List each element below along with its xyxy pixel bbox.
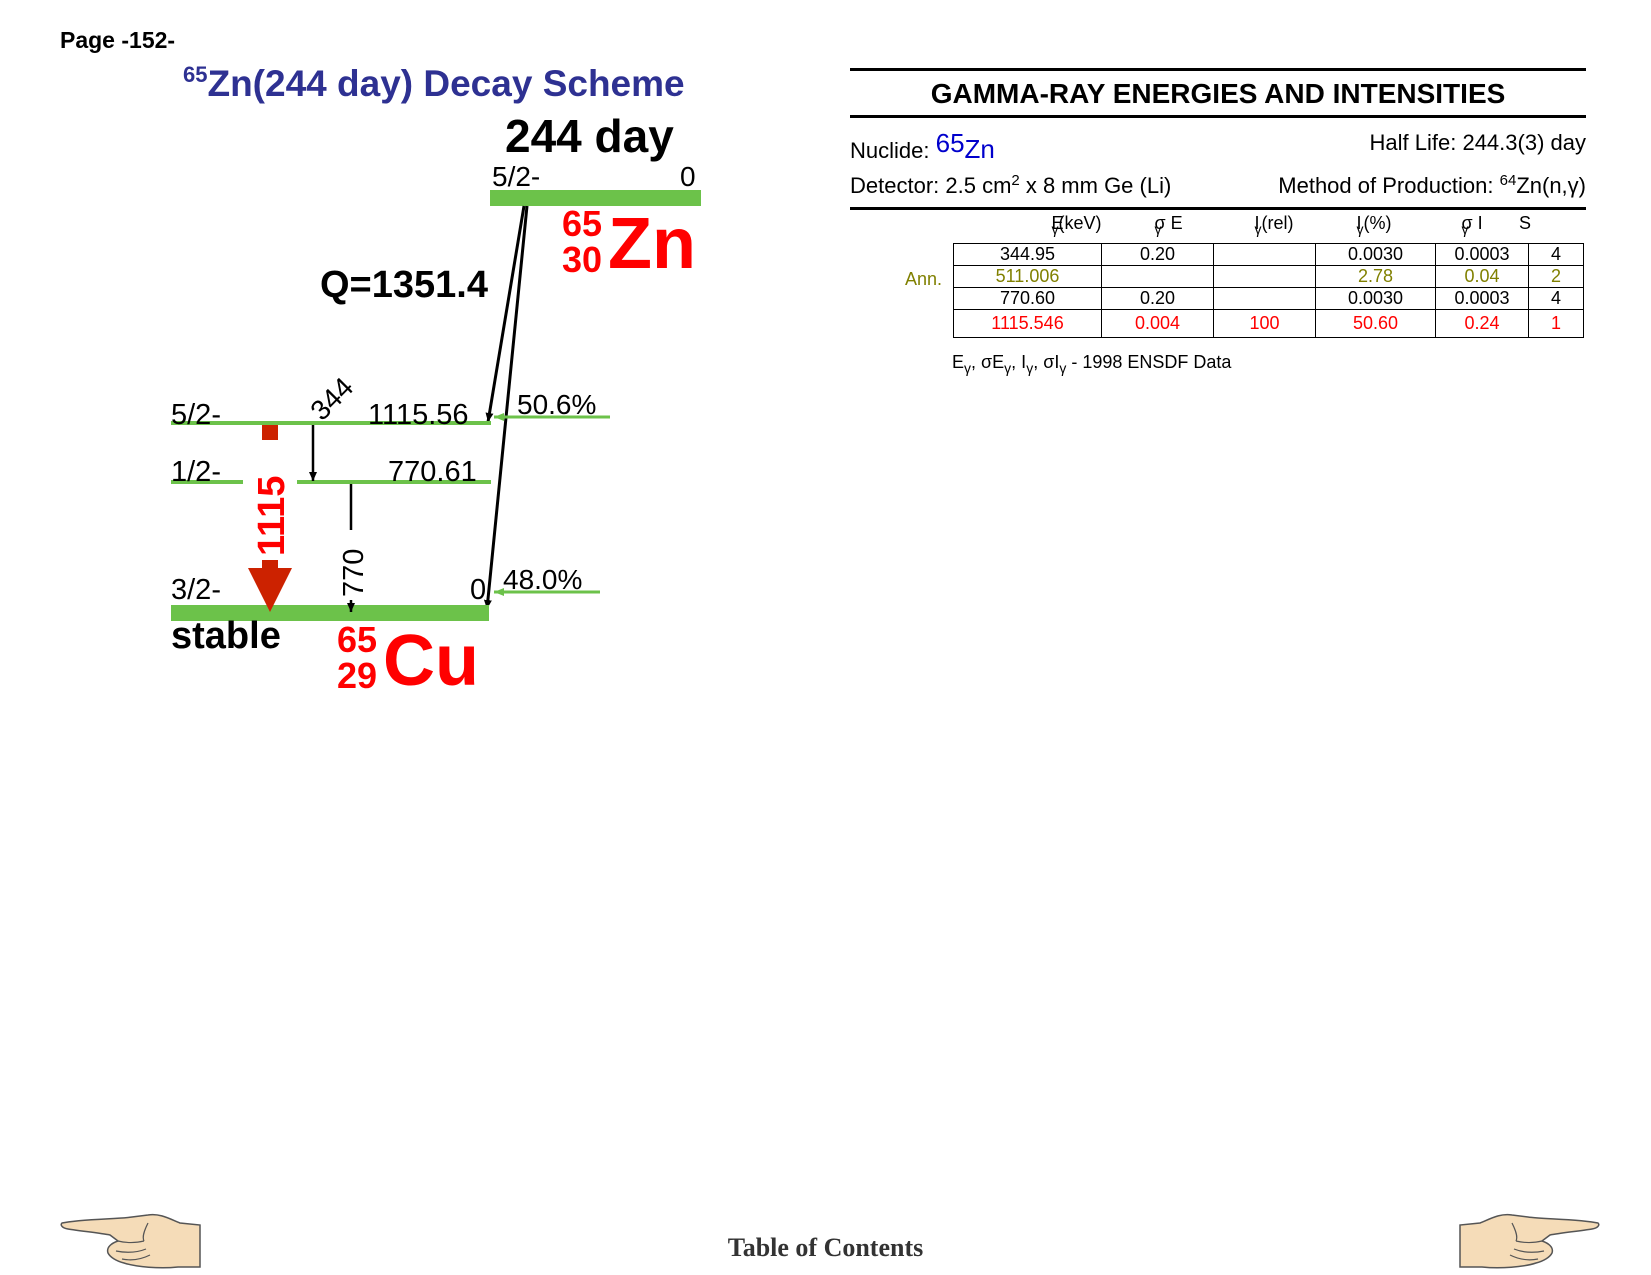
transition-1115-label-bg xyxy=(252,440,288,560)
daughter-symbol: Cu xyxy=(383,621,479,700)
page-number: Page -152- xyxy=(60,27,176,53)
decay-scheme-diagram: 244 day 5/2- 0 65 30 Zn Q=1351.4 5/2- 11… xyxy=(171,110,701,700)
cell-s: 4 xyxy=(1528,287,1584,310)
title-mass: 65 xyxy=(183,62,208,87)
table-row: 344.95 0.20 0.0030 0.0003 4 xyxy=(953,243,1584,266)
ground-level-bar xyxy=(171,605,489,621)
cell-energy: 511.006 xyxy=(953,265,1102,288)
cell-i-pct: 0.0030 xyxy=(1315,243,1436,266)
cell-sigma-i: 0.24 xyxy=(1435,309,1529,338)
production-prefix: Method of Production: xyxy=(1278,173,1500,198)
nuclide-label: Nuclide: xyxy=(850,138,930,163)
level-770-energy: 770.61 xyxy=(388,456,477,488)
parent-z: 30 xyxy=(562,239,602,280)
cell-energy: 770.60 xyxy=(953,287,1102,310)
level-1115-feeding: 50.6% xyxy=(517,389,596,420)
beta-arrow-to-ground xyxy=(483,205,529,610)
parent-level-bar xyxy=(490,190,701,206)
level-770-spin: 1/2- xyxy=(171,456,221,488)
daughter-mass: 65 xyxy=(337,619,377,660)
transition-1115-head xyxy=(248,568,292,612)
ground-feeding: 48.0% xyxy=(503,564,582,595)
cell-energy: 1115.546 xyxy=(953,309,1102,338)
cell-energy: 344.95 xyxy=(953,243,1102,266)
level-1115-energy: 1115.56 xyxy=(368,399,469,431)
table-row: 770.60 0.20 0.0030 0.0003 4 xyxy=(953,287,1584,310)
nuclide-mass: 65 xyxy=(935,128,965,158)
cell-i-pct: 0.0030 xyxy=(1315,287,1436,310)
cell-sigma-e: 0.004 xyxy=(1101,309,1214,338)
level-770-bar-right xyxy=(297,480,491,484)
ground-spin: 3/2- xyxy=(171,574,221,606)
parent-energy: 0 xyxy=(680,161,696,192)
parent-mass: 65 xyxy=(562,203,602,244)
detector-exp: 2 xyxy=(1011,172,1020,189)
col-s: S xyxy=(1518,213,1531,233)
cell-i-pct: 2.78 xyxy=(1315,265,1436,288)
transition-1115-label: 1115 xyxy=(251,476,293,556)
daughter-z: 29 xyxy=(337,655,377,696)
half-life: Half Life: 244.3(3) day xyxy=(1369,130,1586,155)
production-mass: 64 xyxy=(1499,172,1517,189)
detector: Detector: 2.5 cm2 x 8 mm Ge (Li) xyxy=(850,166,1171,201)
cell-i-pct: 50.60 xyxy=(1315,309,1436,338)
cell-s: 2 xyxy=(1528,265,1584,288)
cell-i-rel: 100 xyxy=(1213,309,1316,338)
cell-sigma-i: 0.04 xyxy=(1435,265,1529,288)
beta-arrow-to-1115 xyxy=(485,205,526,423)
table-row: 511.006 2.78 0.04 2 xyxy=(953,265,1584,288)
table-footnote: Eγ, σEγ, Iγ, σIγ - 1998 ENSDF Data xyxy=(952,352,1232,376)
production-reaction: Zn(n,γ) xyxy=(1516,173,1586,198)
ground-energy: 0 xyxy=(470,574,486,606)
gamma-table: 344.95 0.20 0.0030 0.0003 4 511.006 2.78… xyxy=(953,243,1584,338)
cell-sigma-e: 0.20 xyxy=(1101,243,1214,266)
pointing-hand-left-icon[interactable] xyxy=(60,1213,202,1269)
table-of-contents-link[interactable]: Table of Contents xyxy=(727,1233,924,1262)
production-method: Method of Production: 64Zn(n,γ) xyxy=(1278,166,1586,201)
pointing-hand-right-icon[interactable] xyxy=(1458,1213,1600,1269)
daughter-stability: stable xyxy=(171,615,281,657)
title-text: Zn(244 day) Decay Scheme xyxy=(207,63,685,104)
transition-344-label: 344 xyxy=(304,371,359,426)
parent-half-life: 244 day xyxy=(505,110,674,162)
footnote-source: 1998 ENSDF Data xyxy=(1082,352,1232,372)
q-value: Q=1351.4 xyxy=(320,264,488,306)
cell-s: 1 xyxy=(1528,309,1584,338)
transition-770-label: 770 xyxy=(338,549,370,597)
table-row: 1115.546 0.004 100 50.60 0.24 1 xyxy=(953,309,1584,338)
detector-suffix: x 8 mm Ge (Li) xyxy=(1019,173,1172,198)
cell-i-rel xyxy=(1213,243,1316,266)
parent-symbol: Zn xyxy=(608,204,696,284)
detector-prefix: Detector: 2.5 cm xyxy=(850,173,1012,198)
scheme-title: 65Zn(244 day) Decay Scheme xyxy=(183,62,685,105)
level-1115-spin: 5/2- xyxy=(171,399,221,431)
cell-i-rel xyxy=(1213,265,1316,288)
annihilation-label: Ann. xyxy=(905,269,943,289)
nuclide-symbol: Zn xyxy=(964,134,995,164)
cell-sigma-i: 0.0003 xyxy=(1435,287,1529,310)
nuclide: Nuclide: 65Zn xyxy=(850,128,995,166)
gamma-header: GAMMA-RAY ENERGIES AND INTENSITIES xyxy=(850,68,1586,118)
cell-sigma-e xyxy=(1101,265,1214,288)
cell-sigma-i: 0.0003 xyxy=(1435,243,1529,266)
cell-s: 4 xyxy=(1528,243,1584,266)
level-770-bar-left xyxy=(171,480,243,484)
nuclide-info: Nuclide: 65Zn Half Life: 244.3(3) day De… xyxy=(850,128,1586,210)
cell-sigma-e: 0.20 xyxy=(1101,287,1214,310)
level-1115-bar xyxy=(171,421,491,425)
parent-spin: 5/2- xyxy=(492,161,540,192)
transition-770-label-bg xyxy=(336,530,366,600)
cell-i-rel xyxy=(1213,287,1316,310)
